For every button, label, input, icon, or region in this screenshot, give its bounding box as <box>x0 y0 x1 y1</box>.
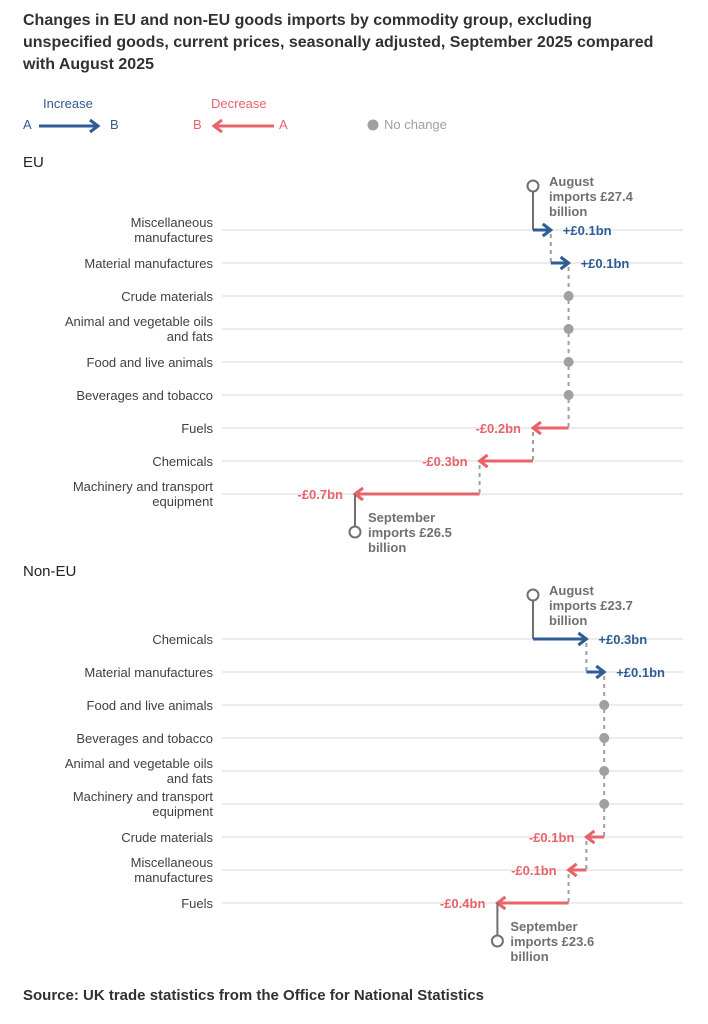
value-label: +£0.1bn <box>563 223 612 238</box>
no-change-dot <box>599 766 610 776</box>
category-label: Beverages and tobacco <box>76 731 213 746</box>
legend-decrease-arrow-icon <box>211 118 274 134</box>
start-label: imports £23.7 <box>549 598 633 613</box>
decrease-arrowhead <box>477 453 489 469</box>
legend-no-change-dot-icon <box>367 119 379 131</box>
end-label: September <box>510 919 577 934</box>
legend-increase-label: Increase <box>43 96 93 111</box>
legend-no-change-label: No change <box>384 117 447 132</box>
end-marker <box>490 934 504 948</box>
legend-decrease-from: B <box>193 117 202 132</box>
end-label: imports £23.6 <box>510 934 594 949</box>
legend-increase-from: A <box>23 117 32 132</box>
no-change-dot <box>599 700 610 710</box>
end-marker <box>348 525 362 539</box>
category-label: Animal and vegetable oils and fats <box>64 314 213 344</box>
value-label: -£0.1bn <box>511 863 557 878</box>
no-change-dot <box>599 799 610 809</box>
category-label: Beverages and tobacco <box>76 388 213 403</box>
category-label: Animal and vegetable oils and fats <box>64 756 213 786</box>
increase-arrowhead <box>541 222 554 238</box>
source-note: Source: UK trade statistics from the Off… <box>23 987 484 1004</box>
category-label: Miscellaneous manufactures <box>130 855 213 885</box>
legend-increase-arrow-icon <box>39 118 101 134</box>
category-label: Machinery and transport equipment <box>72 789 213 819</box>
category-label: Chemicals <box>152 632 213 647</box>
category-label: Crude materials <box>121 830 213 845</box>
value-label: +£0.1bn <box>616 665 665 680</box>
eu-section-title: EU <box>23 154 44 171</box>
start-label: billion <box>549 613 587 628</box>
start-marker <box>526 588 540 602</box>
decrease-arrowhead <box>566 862 578 878</box>
category-label: Machinery and transport equipment <box>72 479 213 509</box>
decrease-arrowhead <box>530 420 542 436</box>
end-label: billion <box>368 540 406 555</box>
legend-increase-to: B <box>110 117 119 132</box>
value-label: -£0.3bn <box>422 454 468 469</box>
start-label: August <box>549 583 594 598</box>
value-label: -£0.2bn <box>475 421 521 436</box>
end-label: billion <box>510 949 548 964</box>
non-eu-section-title: Non-EU <box>23 563 77 580</box>
category-label: Material manufactures <box>84 665 213 680</box>
value-label: -£0.4bn <box>440 896 486 911</box>
category-label: Crude materials <box>121 289 213 304</box>
end-label: imports £26.5 <box>368 525 452 540</box>
category-label: Food and live animals <box>86 698 213 713</box>
no-change-dot <box>599 733 610 743</box>
category-label: Material manufactures <box>84 256 213 271</box>
value-label: +£0.3bn <box>598 632 647 647</box>
value-label: +£0.1bn <box>581 256 630 271</box>
value-label: -£0.1bn <box>529 830 575 845</box>
increase-arrowhead <box>577 631 589 647</box>
start-label: August <box>549 174 594 189</box>
increase-arrowhead <box>559 255 572 271</box>
increase-arrowhead <box>595 664 607 680</box>
start-marker <box>526 179 540 193</box>
category-label: Fuels <box>181 421 213 436</box>
no-change-dot <box>563 390 574 400</box>
legend-decrease-to: A <box>279 117 288 132</box>
no-change-dot <box>563 357 574 367</box>
category-label: Fuels <box>181 896 213 911</box>
no-change-dot <box>563 291 574 301</box>
chart-title: Changes in EU and non-EU goods imports b… <box>23 12 654 73</box>
value-label: -£0.7bn <box>297 487 343 502</box>
category-label: Chemicals <box>152 454 213 469</box>
end-label: September <box>368 510 435 525</box>
no-change-dot <box>563 324 574 334</box>
category-label: Food and live animals <box>86 355 213 370</box>
start-label: billion <box>549 204 587 219</box>
legend-decrease-label: Decrease <box>211 96 267 111</box>
start-label: imports £27.4 <box>549 189 634 204</box>
category-label: Miscellaneous manufactures <box>130 215 213 245</box>
decrease-arrowhead <box>583 829 596 845</box>
